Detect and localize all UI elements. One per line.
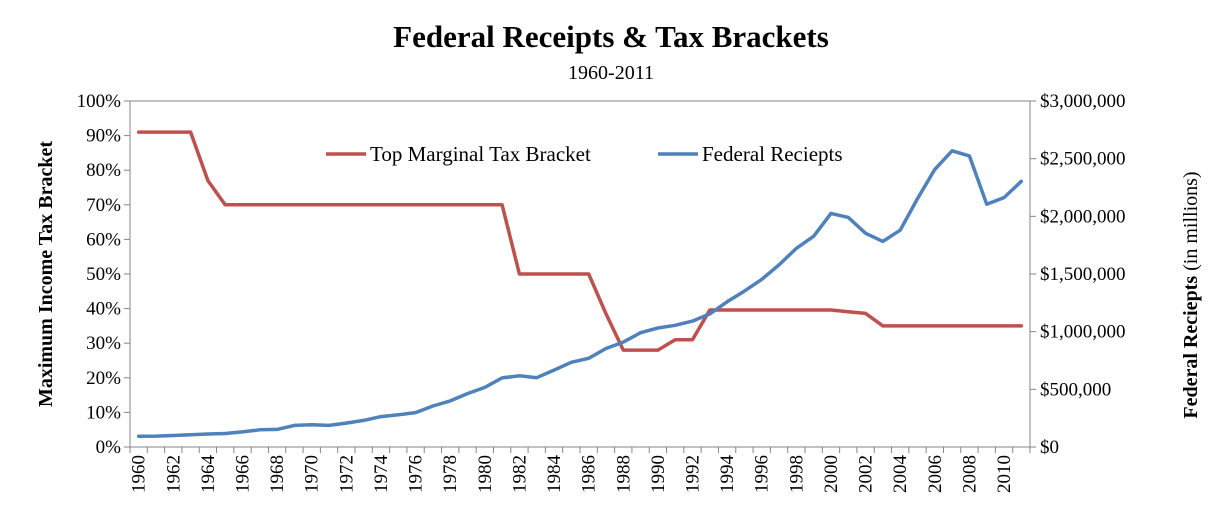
left-tick-label: 80% — [86, 160, 121, 181]
left-tick-label: 30% — [86, 333, 121, 354]
x-tick-label: 2010 — [994, 455, 1015, 493]
x-tick-label: 2008 — [959, 455, 980, 493]
x-tick-label: 1966 — [233, 455, 254, 493]
x-tick-label: 1968 — [267, 455, 288, 493]
series-layer — [136, 130, 1024, 439]
right-tick-label: $3,000,000 — [1040, 91, 1126, 112]
x-tick-label: 1992 — [683, 455, 704, 493]
x-tick-label: 1976 — [406, 455, 427, 493]
right-axis-ticks: $0 $500,000 $1,000,000 $1,500,000 $2,000,000… — [1030, 91, 1126, 458]
left-tick-label: 90% — [86, 126, 121, 147]
legend-label-receipts: Federal Reciepts — [702, 142, 843, 166]
x-tick-label: 1982 — [509, 455, 530, 493]
series-line-federal-receipts — [136, 149, 1024, 439]
x-tick-label: 2000 — [821, 455, 842, 493]
x-tick-label: 1960 — [129, 455, 150, 493]
right-tick-label: $500,000 — [1040, 379, 1111, 400]
x-tick-label: 2006 — [925, 455, 946, 493]
legend-label-tax: Top Marginal Tax Bracket — [370, 142, 591, 166]
x-tick-label: 1986 — [579, 455, 600, 493]
y-left-axis-label: Maximum Income Tax Bracket — [35, 141, 57, 407]
chart-subtitle: 1960-2011 — [568, 62, 654, 84]
x-tick-label: 1964 — [198, 455, 219, 494]
x-tick-label: 1998 — [786, 455, 807, 493]
x-tick-label: 2002 — [856, 455, 877, 493]
left-tick-label: 40% — [86, 299, 121, 320]
x-tick-label: 1996 — [752, 455, 773, 493]
x-tick-label: 2004 — [890, 455, 911, 494]
x-tick-label: 1980 — [475, 455, 496, 493]
left-tick-label: 10% — [86, 402, 121, 423]
x-tick-label: 1990 — [648, 455, 669, 493]
x-tick-label: 1974 — [371, 455, 392, 494]
legend: Top Marginal Tax Bracket Federal Reciept… — [326, 142, 843, 166]
right-tick-label: $1,500,000 — [1040, 264, 1126, 285]
chart-title: Federal Receipts & Tax Brackets — [393, 19, 829, 54]
x-tick-label: 1972 — [336, 455, 357, 493]
x-tick-label: 1962 — [163, 455, 184, 493]
series-line-tax-bracket — [136, 130, 1024, 352]
right-tick-label: $0 — [1040, 437, 1059, 458]
left-tick-label: 70% — [86, 195, 121, 216]
x-tick-label: 1984 — [544, 455, 565, 494]
x-tick-label: 1970 — [302, 455, 323, 493]
x-tick-label: 1978 — [440, 455, 461, 493]
left-tick-label: 60% — [86, 229, 121, 250]
y-right-axis-label-unit: (in millions) — [1180, 171, 1202, 270]
x-axis-ticks: 1960 1962 1964 1966 1968 1970 1972 1974 1976 1978… — [129, 447, 1031, 494]
x-tick-label: 1994 — [717, 455, 738, 494]
right-tick-label: $2,000,000 — [1040, 206, 1126, 227]
x-tick-label: 1988 — [613, 455, 634, 493]
y-right-axis-label: Federal Reciepts (in millions) — [1180, 171, 1202, 418]
left-tick-label: 50% — [86, 264, 121, 285]
y-right-axis-label-bold: Federal Reciepts — [1180, 276, 1202, 419]
left-axis-ticks: 0% 10% 20% 30% 40% 50% 60% 70% 80% 90% 100% — [77, 91, 130, 458]
left-tick-label: 100% — [77, 91, 122, 112]
right-tick-label: $1,000,000 — [1040, 322, 1126, 343]
left-tick-label: 0% — [96, 437, 122, 458]
right-tick-label: $2,500,000 — [1040, 149, 1126, 170]
left-tick-label: 20% — [86, 368, 121, 389]
